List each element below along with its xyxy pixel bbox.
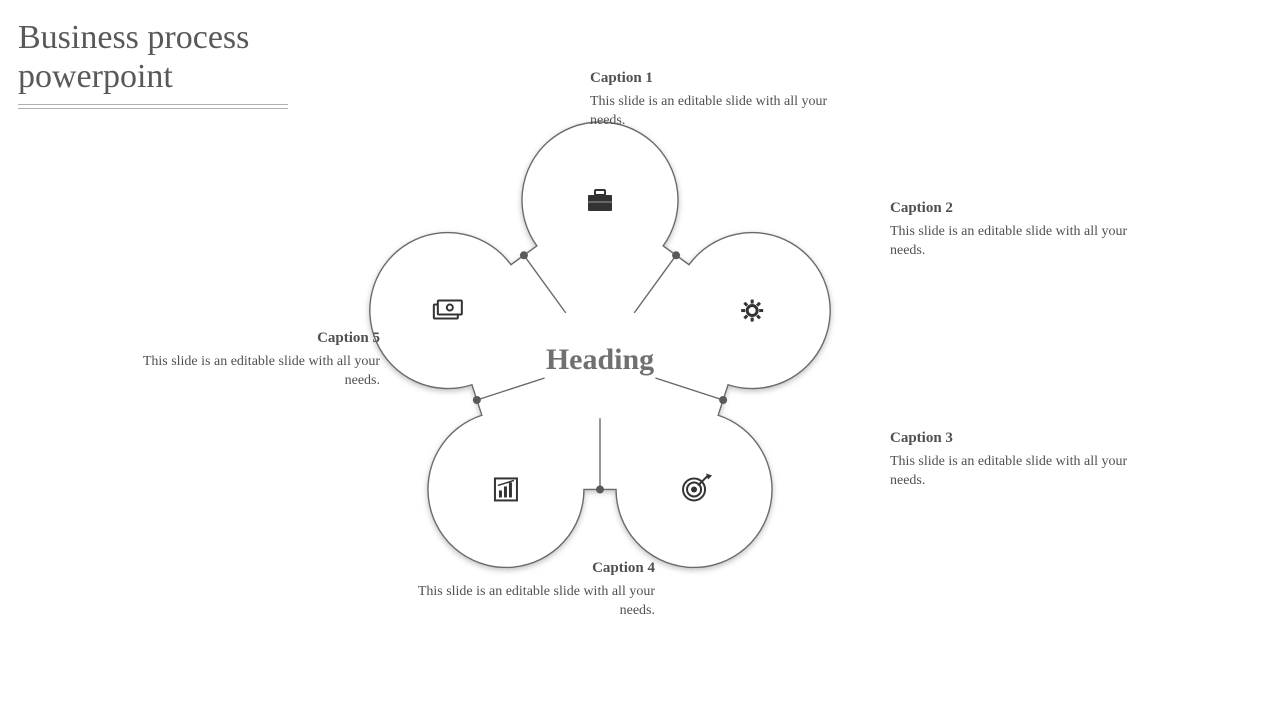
caption-1-desc: This slide is an editable slide with all… [590, 93, 850, 131]
caption-4-title: Caption 4 [395, 560, 655, 577]
caption-5-title: Caption 5 [120, 330, 380, 347]
diagram-node-dot [596, 485, 604, 493]
caption-4-desc: This slide is an editable slide with all… [395, 583, 655, 621]
caption-3: Caption 3 This slide is an editable slid… [890, 430, 1150, 491]
diagram-node-dot [520, 251, 528, 259]
caption-3-title: Caption 3 [890, 430, 1150, 447]
caption-1: Caption 1 This slide is an editable slid… [590, 70, 850, 131]
caption-2: Caption 2 This slide is an editable slid… [890, 200, 1150, 261]
caption-2-title: Caption 2 [890, 200, 1150, 217]
caption-3-desc: This slide is an editable slide with all… [890, 453, 1150, 491]
cycle-diagram: Heading [370, 130, 830, 590]
slide-title-block: Business process powerpoint [18, 18, 338, 109]
diagram-node-dot [719, 396, 727, 404]
caption-4: Caption 4 This slide is an editable slid… [395, 560, 655, 621]
title-underline [18, 104, 288, 109]
caption-2-desc: This slide is an editable slide with all… [890, 223, 1150, 261]
caption-5-desc: This slide is an editable slide with all… [120, 353, 380, 391]
slide-title: Business process powerpoint [18, 18, 338, 96]
caption-5: Caption 5 This slide is an editable slid… [120, 330, 380, 391]
caption-1-title: Caption 1 [590, 70, 850, 87]
diagram-node-dot [672, 251, 680, 259]
diagram-node-dot [473, 396, 481, 404]
center-heading: Heading [546, 343, 654, 377]
